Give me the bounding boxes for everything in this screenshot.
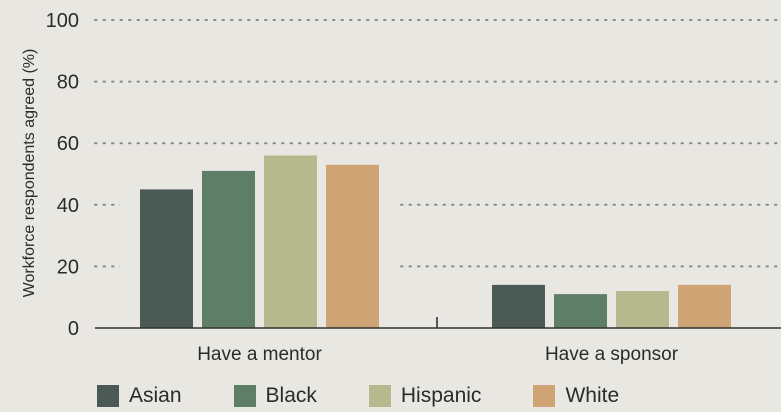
bar-asian-1 xyxy=(492,284,545,328)
legend-swatch-black xyxy=(233,385,256,407)
bar-white-1 xyxy=(678,284,731,328)
x-tick-label-1: Have a sponsor xyxy=(545,344,679,365)
bar-white-0 xyxy=(326,164,379,328)
legend-swatch-white xyxy=(533,385,556,407)
y-axis-label: Workforce respondents agreed (%) xyxy=(21,49,38,298)
bar-asian-0 xyxy=(140,189,193,328)
y-tick-label-100: 100 xyxy=(46,10,79,32)
y-tick-label-0: 0 xyxy=(68,318,79,340)
legend-item-hispanic: Hispanic xyxy=(368,384,482,408)
y-tick-label-80: 80 xyxy=(57,72,79,94)
legend-item-white: White xyxy=(533,384,619,408)
legend-item-black: Black xyxy=(233,384,317,408)
bar-black-1 xyxy=(554,294,607,328)
legend-label-hispanic: Hispanic xyxy=(400,384,482,407)
legend-label-white: White xyxy=(565,384,620,407)
legend-swatch-hispanic xyxy=(368,385,391,407)
x-tick-label-0: Have a mentor xyxy=(197,344,322,365)
legend: Asian Black Hispanic White xyxy=(97,384,671,408)
bar-hispanic-1 xyxy=(616,291,669,328)
y-tick-label-20: 20 xyxy=(57,256,79,278)
y-tick-label-40: 40 xyxy=(57,195,79,217)
bar-black-0 xyxy=(202,170,255,328)
y-tick-label-60: 60 xyxy=(57,133,79,155)
legend-label-asian: Asian xyxy=(129,384,182,407)
legend-swatch-asian xyxy=(97,385,119,407)
legend-item-asian: Asian xyxy=(97,384,182,408)
legend-label-black: Black xyxy=(265,384,317,407)
bar-hispanic-0 xyxy=(264,155,317,328)
